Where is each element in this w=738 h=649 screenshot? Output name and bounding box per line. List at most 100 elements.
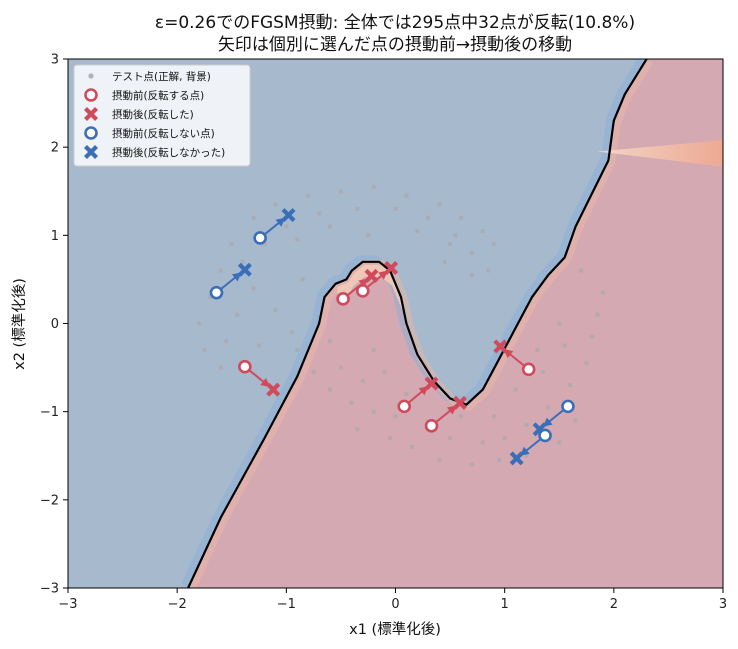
unflipped-point-pair [209,262,252,300]
legend-label: 摂動後(反転した) [112,108,194,121]
test-point [355,206,360,211]
test-point [524,422,529,427]
after-marker [364,268,379,283]
y-tick-label: −2 [40,493,59,508]
test-point [349,400,354,405]
test-point [502,436,507,441]
x-axis-label: x1 (標準化後) [349,621,441,638]
flipped-point-pair [493,339,536,377]
y-axis-ticks: −3 −2 −1 0 1 2 3 [40,53,68,597]
test-point [557,440,562,445]
test-point [568,383,573,388]
test-point [469,273,474,277]
legend-x-marker [84,107,98,121]
y-tick-label: 2 [51,141,59,156]
x-tick-label: 2 [610,597,618,612]
before-marker [521,362,536,377]
test-point [338,365,343,370]
test-point [491,242,496,247]
test-point [382,370,387,374]
legend-item: 摂動前(反転しない点) [84,126,215,140]
test-point [284,224,289,229]
test-point [404,392,409,396]
legend-label: 摂動前(反転する点) [112,89,204,102]
test-point [328,387,332,392]
test-point [251,286,256,291]
x-tick-label: 0 [391,597,399,612]
test-point [257,343,261,348]
test-point [289,330,294,335]
legend-box [73,64,251,167]
before-marker [397,399,412,414]
test-point [584,361,589,366]
after-marker [452,395,467,410]
test-point [459,414,463,419]
test-point [491,414,496,419]
legend-label: 摂動後(反転しなかった) [112,146,225,159]
test-point [295,347,300,352]
test-point [393,206,398,211]
after-marker [281,208,296,223]
test-point [317,211,322,216]
flipped-point-pair [424,395,467,433]
flipped-point-pair [238,359,281,397]
test-point [486,268,491,273]
test-point [366,233,371,238]
unflipped-point-pair [532,399,575,437]
test-point [328,224,332,229]
perturbation-arrows [209,208,575,466]
flipped-point-pair [336,268,379,306]
y-tick-label: −1 [40,405,59,420]
x-tick-label: −2 [168,597,187,612]
y-tick-label: −3 [40,582,59,597]
test-point [426,215,431,220]
y-tick-label: 0 [51,317,59,332]
after-marker [266,382,281,397]
test-point [300,277,305,282]
test-point [218,268,223,273]
test-point [469,462,474,467]
x-tick-label: 1 [501,597,509,612]
test-point [557,321,562,326]
test-point [480,440,485,445]
test-point [540,370,545,374]
test-point [546,405,551,410]
chart-title-line2: 矢印は個別に選んだ点の摂動前→摂動後の移動 [218,35,572,55]
test-point [590,334,594,339]
test-point [524,453,529,458]
after-marker [493,339,508,354]
test-point [388,436,392,441]
legend-item: テスト点(正解, 背景) [88,70,211,83]
before-marker [238,359,252,374]
before-marker [209,285,224,300]
before-marker [424,418,439,433]
y-tick-label: 1 [51,229,59,244]
test-point [229,242,234,247]
flipped-point-pair [355,260,399,298]
unflipped-point-pair [253,208,296,245]
test-point [251,215,256,220]
test-point [404,193,409,198]
flipped-point-pair [397,376,439,414]
boundary-hot-region-right [597,140,723,167]
y-axis-label: x2 (標準化後) [11,278,28,370]
test-point [202,347,207,352]
test-point [459,215,463,220]
test-point [240,259,245,264]
legend: テスト点(正解, 背景) 摂動前(反転する点) 摂動後(反転した) 摂動前(反転しない… [73,64,251,167]
before-marker [336,292,350,306]
test-point [371,409,376,414]
test-point [273,202,278,207]
test-point [197,321,201,326]
test-point [497,458,502,463]
test-point [218,365,223,370]
after-marker [384,260,399,275]
legend-ring-marker [84,88,98,102]
test-point [355,427,360,432]
test-point [306,193,311,198]
test-point [415,228,420,233]
x-tick-label: −1 [277,597,296,612]
legend-label: 摂動前(反転しない点) [112,127,215,140]
test-point [448,242,453,247]
legend-ring-marker [84,126,98,140]
